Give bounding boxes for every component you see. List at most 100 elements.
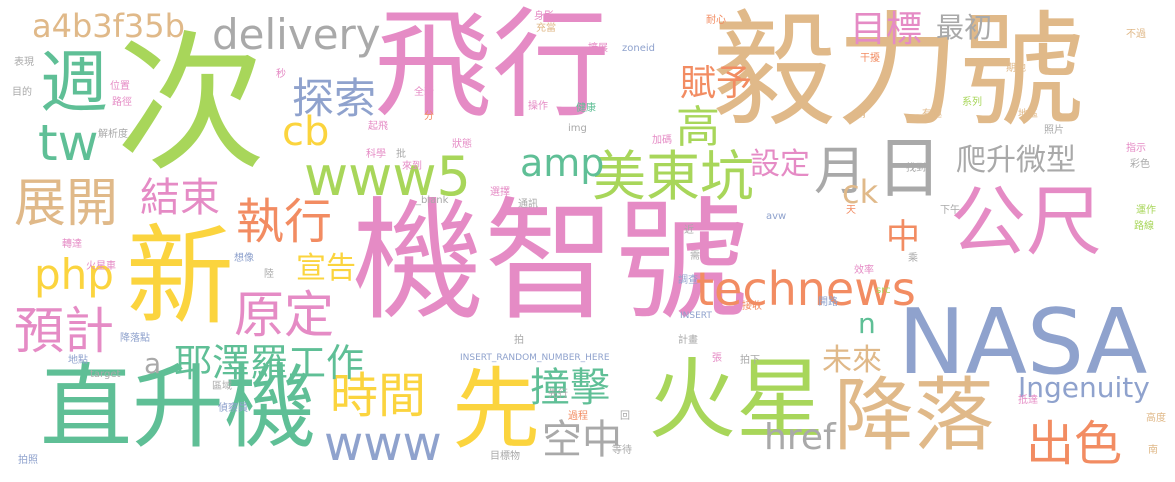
word-xian: 先 bbox=[452, 358, 541, 461]
word-insert-random: INSERT_RANDOM_NUMBER_HERE bbox=[460, 353, 610, 363]
word-yilihao: 毅力號 bbox=[712, 0, 1085, 144]
word-xianxing: 先行 bbox=[548, 389, 568, 400]
word-www: www bbox=[324, 416, 442, 472]
word-mude: 目的 bbox=[12, 87, 32, 98]
word-feixing: 飛行 bbox=[374, 0, 611, 134]
word-quyu: 區域 bbox=[212, 381, 232, 392]
word-huoxing: 火星 bbox=[648, 348, 825, 451]
word-ganrao: 干擾 bbox=[860, 53, 880, 64]
word-jin: 近 bbox=[684, 225, 694, 236]
word-jieshu: 結束 bbox=[140, 175, 220, 221]
word-jiexidu: 解析度 bbox=[98, 129, 128, 140]
word-pai: 拍 bbox=[514, 335, 524, 346]
word-buguo: 不過 bbox=[1126, 29, 1146, 40]
word-mubiao: 目標 bbox=[850, 9, 923, 50]
word-php: php bbox=[34, 250, 114, 299]
word-ingenuity: Ingenuity bbox=[1018, 371, 1150, 404]
word-lu: 陸 bbox=[264, 269, 274, 280]
word-gongchi: 公尺 bbox=[950, 177, 1102, 266]
word-didian: 地點 bbox=[68, 355, 88, 366]
word-blank: _blank bbox=[416, 195, 449, 206]
word-shenying: 身影 bbox=[534, 11, 554, 22]
word-caozuo: 操作 bbox=[528, 101, 548, 112]
word-target: target bbox=[90, 369, 121, 380]
word-qifei: 起飛 bbox=[368, 121, 388, 132]
word-sheding: 設定 bbox=[750, 147, 810, 182]
word-guocheng: 過程 bbox=[568, 411, 588, 422]
word-yunzuo: 運作 bbox=[1136, 205, 1156, 216]
word-naixin: 耐心 bbox=[706, 15, 726, 26]
word-jiangluodian: 降落點 bbox=[120, 333, 150, 344]
word-yuanding: 原定 bbox=[234, 286, 334, 344]
word-n: n bbox=[858, 307, 876, 340]
word-tian: 天 bbox=[846, 205, 856, 216]
word-kexue: 科學 bbox=[366, 149, 386, 160]
word-tongxun: 通訊 bbox=[518, 199, 538, 210]
word-huoxingche: 火星車 bbox=[86, 261, 116, 272]
word-kongzhong: 空中 bbox=[542, 417, 622, 463]
word-zhenchayuan: 偵察員 bbox=[218, 403, 248, 414]
word-mubiaowu: 目標物 bbox=[490, 451, 520, 462]
word-jizhihao: 機智號 bbox=[352, 185, 748, 339]
word-jieshou: 接收 bbox=[742, 301, 762, 312]
word-pashengweixing: 爬升微型 bbox=[956, 143, 1076, 178]
word-zhankai: 展開 bbox=[14, 174, 119, 234]
word-nasa: NASA bbox=[898, 290, 1148, 395]
word-jiangluo: 降落 bbox=[834, 369, 994, 462]
word-nan: 南 bbox=[1148, 445, 1158, 456]
word-quanxin: 全新 bbox=[414, 87, 434, 98]
word-zhixing: 執行 bbox=[236, 194, 333, 250]
word-gaodu: 高度 bbox=[1146, 413, 1166, 424]
word-xuangao: 宣告 bbox=[296, 251, 356, 286]
word-diaocha: 調查 bbox=[678, 275, 698, 286]
word-dengdai: 等待 bbox=[612, 445, 632, 456]
word-diqu: 地區 bbox=[1018, 109, 1038, 120]
word-fen: 分 bbox=[424, 111, 434, 122]
word-avw: avw bbox=[766, 211, 787, 222]
word-cb: cb bbox=[282, 109, 330, 155]
word-a4b3f35b: a4b3f35b bbox=[32, 7, 185, 45]
word-dida: 抵達 bbox=[1018, 395, 1038, 406]
word-zhuangtai: 狀態 bbox=[452, 139, 472, 150]
word-jiama: 加碼 bbox=[652, 135, 672, 146]
word-tansuo: 探索 bbox=[292, 74, 377, 123]
word-zhaopian: 照片 bbox=[1044, 125, 1064, 136]
word-href: href bbox=[764, 417, 836, 458]
word-insert: INSERT bbox=[680, 311, 712, 321]
word-weilai: 未來 bbox=[822, 343, 882, 378]
word-lujing: 路徑 bbox=[112, 97, 132, 108]
word-xilie: 系列 bbox=[962, 97, 982, 108]
word-qidi: 期地 bbox=[1006, 63, 1026, 74]
word-xin: 新 bbox=[126, 215, 235, 340]
word-jiankang: 健康 bbox=[576, 103, 596, 114]
word-biaoxian: 表現 bbox=[14, 57, 34, 68]
word-luxian: 路線 bbox=[1134, 221, 1154, 232]
word-ck: ck bbox=[842, 173, 879, 211]
word-zhong: 中 bbox=[886, 217, 920, 257]
word-meidongkeng: 美東坑 bbox=[592, 145, 754, 208]
word-kailu: 開路 bbox=[818, 297, 838, 308]
word-paixia: 拍下 bbox=[740, 355, 760, 366]
word-miao: 秒 bbox=[276, 69, 286, 80]
word-xu: 需 bbox=[690, 251, 700, 262]
word-zuichu: 最初 bbox=[936, 11, 993, 44]
word-xiaolv: 效率 bbox=[854, 265, 874, 276]
word-tw: tw bbox=[38, 114, 99, 172]
word-kuozhan: 擴展 bbox=[588, 43, 608, 54]
word-chongdang: 充當 bbox=[536, 23, 556, 34]
word-paizhao: 拍照 bbox=[18, 455, 38, 466]
word-pi: 批 bbox=[396, 149, 406, 160]
word-cheng: 乘 bbox=[908, 253, 918, 264]
word-hui: 回 bbox=[620, 411, 630, 422]
word-zhang: 張 bbox=[712, 353, 722, 364]
word-yue: 月 bbox=[814, 142, 867, 202]
word-xiangxiang: 想像 bbox=[234, 253, 254, 264]
word-weizhi: 位置 bbox=[110, 81, 130, 92]
word-liang: 兩 bbox=[856, 109, 866, 120]
word-zhishengji: 直升機 bbox=[40, 354, 317, 461]
word-amp: amp bbox=[520, 141, 605, 185]
word-laidao: 來到 bbox=[402, 161, 422, 172]
word-zhuangji: 撞擊 bbox=[530, 365, 610, 411]
word-zhuanda: 轉達 bbox=[62, 239, 82, 250]
